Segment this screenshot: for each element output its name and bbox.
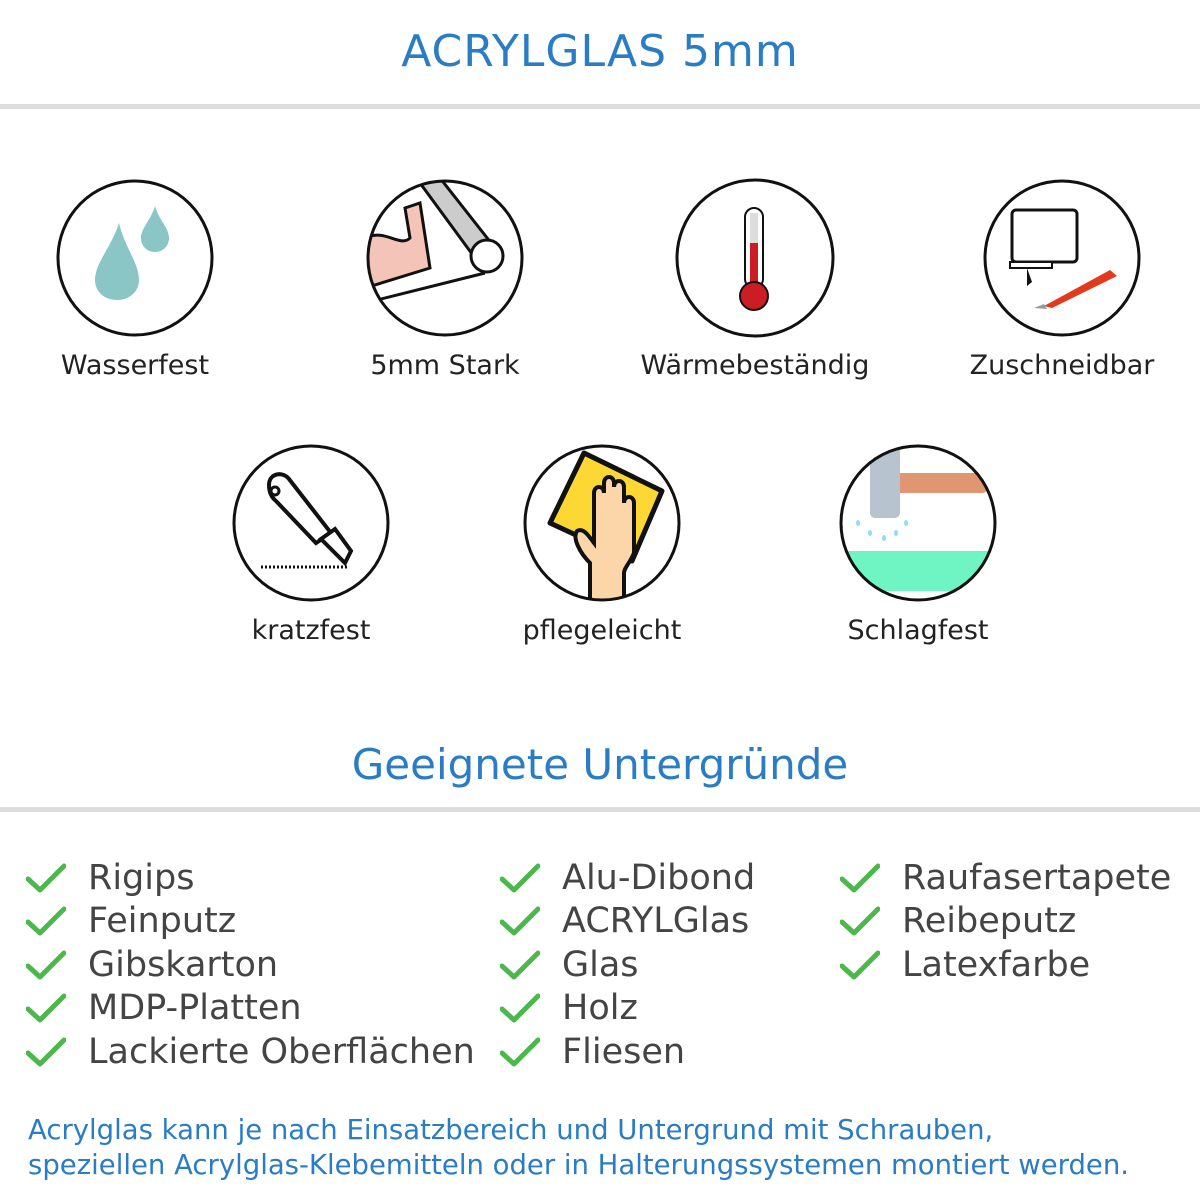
surface-label: MDP-Platten xyxy=(88,988,302,1029)
feature-label: 5mm Stark xyxy=(370,350,520,381)
check-icon xyxy=(840,863,880,893)
water-drops-icon xyxy=(56,179,214,337)
surface-item: Lackierte Oberflächen xyxy=(26,1030,475,1074)
check-icon xyxy=(26,1037,66,1067)
surface-item: Fliesen xyxy=(500,1030,755,1074)
check-icon xyxy=(26,950,66,980)
surface-item: Gibskarton xyxy=(26,943,475,987)
divider xyxy=(0,104,1200,109)
surface-column-3: Raufasertapete Reibeputz Latexfarbe xyxy=(840,856,1171,987)
divider xyxy=(0,807,1200,812)
feature-label: pflegeleicht xyxy=(522,615,682,646)
feature-label: Wasserfest xyxy=(60,350,210,381)
mounting-note: Acrylglas kann je nach Einsatzbereich un… xyxy=(28,1113,1129,1183)
feature-label: Wärmebeständig xyxy=(640,350,870,381)
surface-item: Feinputz xyxy=(26,900,475,944)
mounting-note-line: Acrylglas kann je nach Einsatzbereich un… xyxy=(28,1114,994,1146)
thermometer-icon xyxy=(675,178,835,338)
utility-knife-icon xyxy=(232,444,390,602)
feature-pflegeleicht: pflegeleicht xyxy=(452,443,752,646)
feature-label: kratzfest xyxy=(251,615,371,646)
surface-column-1: Rigips Feinputz Gibskarton MDP-Platten Lacki… xyxy=(26,856,475,1074)
feature-zuschneidbar: Zuschneidbar xyxy=(912,178,1200,381)
surface-label: Raufasertapete xyxy=(902,857,1172,898)
feature-label: Schlagfest xyxy=(847,615,989,646)
surface-item: Glas xyxy=(500,943,755,987)
surface-item: Rigips xyxy=(26,856,475,900)
feature-kratzfest: kratzfest xyxy=(161,443,461,646)
check-icon xyxy=(500,1037,540,1067)
surface-item: MDP-Platten xyxy=(26,987,475,1031)
surface-label: Latexfarbe xyxy=(902,944,1091,985)
surface-item: Reibeputz xyxy=(840,900,1171,944)
feature-wasserfest: Wasserfest xyxy=(0,178,285,381)
surface-item: Latexfarbe xyxy=(840,943,1171,987)
surface-item: Raufasertapete xyxy=(840,856,1171,900)
check-icon xyxy=(840,906,880,936)
surface-item: Alu-Dibond xyxy=(500,856,755,900)
surface-label: Feinputz xyxy=(88,901,237,942)
surface-label: Glas xyxy=(562,944,639,985)
surface-item: ACRYLGlas xyxy=(500,900,755,944)
surface-label: Gibskarton xyxy=(88,944,279,985)
surface-item: Holz xyxy=(500,987,755,1031)
surface-label: ACRYLGlas xyxy=(562,901,750,942)
surface-label: Reibeputz xyxy=(902,901,1077,942)
mounting-note-line: speziellen Acrylglas-Klebemitteln oder i… xyxy=(28,1149,1130,1181)
surface-label: Holz xyxy=(562,988,638,1029)
surface-column-2: Alu-Dibond ACRYLGlas Glas Holz Fliesen xyxy=(500,856,755,1074)
hammer-icon xyxy=(839,444,997,602)
check-icon xyxy=(26,906,66,936)
check-icon xyxy=(500,993,540,1023)
check-icon xyxy=(26,863,66,893)
feature-label: Zuschneidbar xyxy=(969,350,1155,381)
section-title: Geeignete Untergründe xyxy=(351,740,849,789)
check-icon xyxy=(500,863,540,893)
check-icon xyxy=(500,906,540,936)
feature-schlagfest: Schlagfest xyxy=(768,443,1068,646)
check-icon xyxy=(840,950,880,980)
feature-5mm-stark: 5mm Stark xyxy=(295,178,595,381)
strong-arm-icon xyxy=(366,179,524,337)
surface-label: Fliesen xyxy=(562,1031,686,1072)
page-title: ACRYLGLAS 5mm xyxy=(401,26,799,77)
jigsaw-cutter-icon xyxy=(983,179,1141,337)
surface-label: Lackierte Oberflächen xyxy=(88,1031,475,1072)
check-icon xyxy=(26,993,66,1023)
hand-cloth-icon xyxy=(523,444,681,602)
surface-label: Rigips xyxy=(88,857,195,898)
surface-label: Alu-Dibond xyxy=(562,857,756,898)
check-icon xyxy=(500,950,540,980)
feature-waermebestaendig: Wärmebeständig xyxy=(605,178,905,381)
